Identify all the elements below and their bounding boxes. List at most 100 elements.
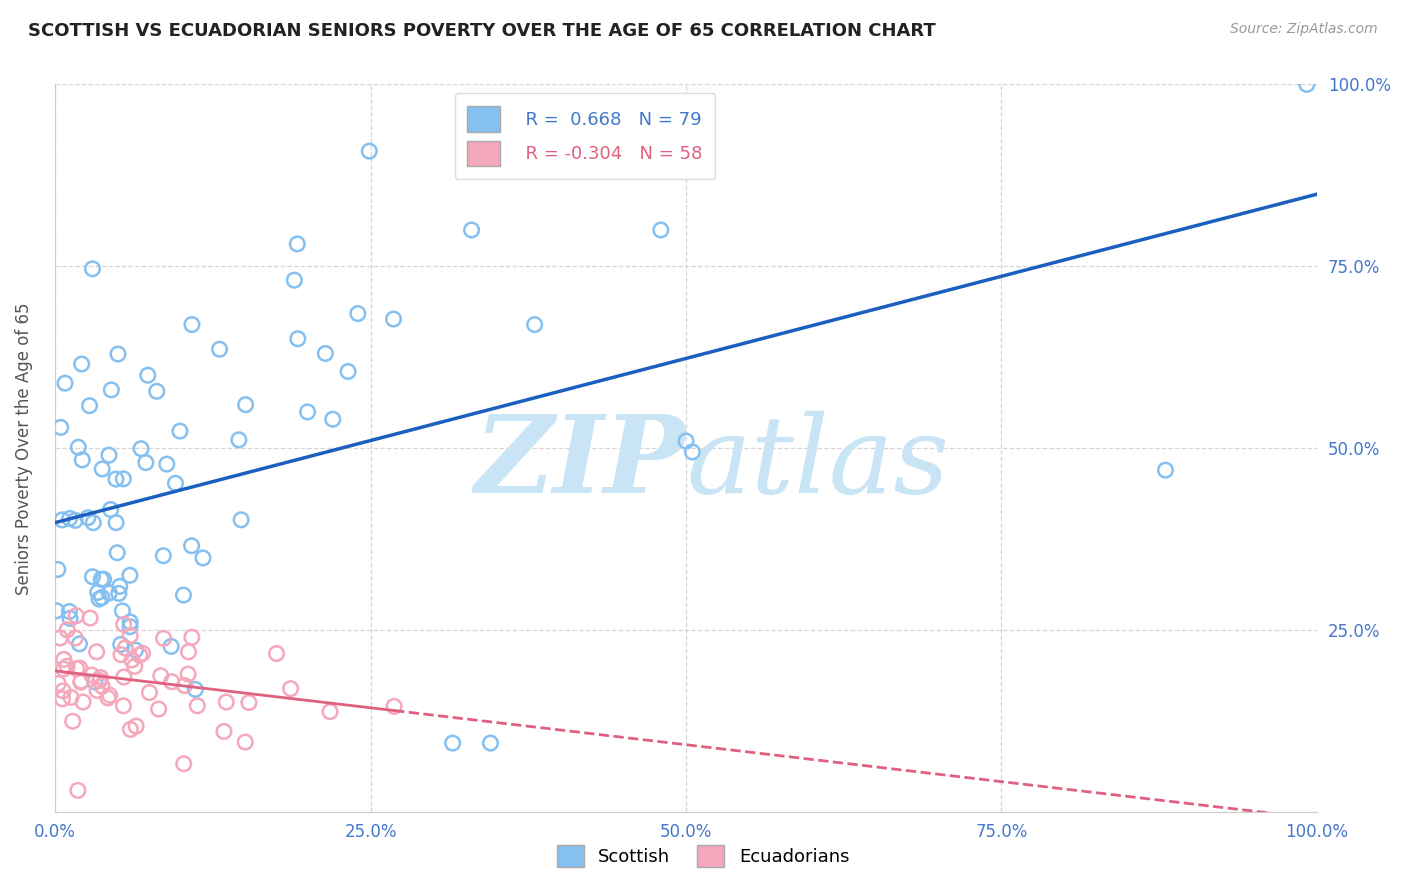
Point: [105, 516, 128, 530]
Point: [66, 662, 89, 676]
Point: [235, 398, 257, 412]
Point: [297, 405, 319, 419]
Point: [128, 648, 150, 662]
Point: [65, 513, 87, 527]
Point: [322, 412, 344, 426]
Text: ZIP: ZIP: [475, 410, 686, 516]
Point: [91, 462, 114, 476]
Point: [91, 679, 114, 693]
Point: [184, 682, 207, 697]
Point: [98, 688, 121, 702]
Point: [111, 604, 134, 618]
Point: [100, 502, 122, 516]
Point: [152, 632, 174, 646]
Point: [131, 646, 153, 660]
Point: [233, 735, 256, 749]
Point: [108, 579, 131, 593]
Point: [105, 546, 128, 560]
Point: [120, 723, 142, 737]
Point: [79, 611, 101, 625]
Point: [52, 652, 75, 666]
Point: [180, 539, 202, 553]
Point: [80, 668, 103, 682]
Point: [66, 783, 89, 797]
Point: [69, 637, 91, 651]
Point: [479, 736, 502, 750]
Point: [283, 273, 305, 287]
Point: [212, 724, 235, 739]
Point: [1295, 78, 1317, 92]
Text: atlas: atlas: [686, 410, 949, 516]
Point: [112, 670, 135, 684]
Point: [82, 570, 104, 584]
Point: [160, 674, 183, 689]
Point: [266, 647, 288, 661]
Point: [460, 223, 482, 237]
Point: [56, 623, 79, 637]
Point: [228, 433, 250, 447]
Point: [180, 318, 202, 332]
Point: [191, 551, 214, 566]
Point: [82, 261, 104, 276]
Point: [229, 513, 252, 527]
Point: [53, 376, 76, 391]
Point: [173, 679, 195, 693]
Point: [93, 572, 115, 586]
Point: [165, 476, 187, 491]
Point: [98, 448, 121, 462]
Point: [359, 144, 381, 158]
Text: Source: ZipAtlas.com: Source: ZipAtlas.com: [1230, 22, 1378, 37]
Point: [83, 674, 105, 689]
Point: [129, 442, 152, 456]
Point: [114, 640, 136, 655]
Point: [135, 456, 157, 470]
Point: [523, 318, 546, 332]
Point: [100, 383, 122, 397]
Point: [675, 434, 697, 448]
Point: [108, 586, 131, 600]
Point: [681, 445, 703, 459]
Point: [124, 643, 146, 657]
Point: [46, 562, 69, 576]
Point: [52, 683, 75, 698]
Point: [172, 588, 194, 602]
Point: [59, 690, 82, 705]
Point: [107, 347, 129, 361]
Point: [650, 223, 672, 237]
Point: [156, 457, 179, 471]
Point: [112, 472, 135, 486]
Point: [337, 364, 360, 378]
Point: [86, 645, 108, 659]
Point: [120, 615, 142, 629]
Point: [110, 637, 132, 651]
Point: [90, 572, 112, 586]
Point: [89, 592, 111, 607]
Point: [1154, 463, 1177, 477]
Legend: Scottish, Ecuadorians: Scottish, Ecuadorians: [550, 838, 856, 874]
Point: [70, 357, 93, 371]
Point: [169, 424, 191, 438]
Point: [177, 667, 200, 681]
Point: [52, 662, 75, 676]
Point: [90, 591, 112, 605]
Point: [173, 756, 195, 771]
Point: [76, 510, 98, 524]
Point: [177, 645, 200, 659]
Point: [149, 669, 172, 683]
Legend:   R =  0.668   N = 79,   R = -0.304   N = 58: R = 0.668 N = 79, R = -0.304 N = 58: [454, 94, 716, 179]
Point: [160, 640, 183, 654]
Point: [152, 549, 174, 563]
Point: [46, 676, 69, 690]
Point: [314, 346, 336, 360]
Point: [136, 368, 159, 383]
Point: [86, 683, 108, 698]
Point: [382, 699, 405, 714]
Point: [82, 516, 104, 530]
Point: [45, 604, 67, 618]
Point: [215, 695, 238, 709]
Point: [86, 585, 108, 599]
Point: [112, 617, 135, 632]
Point: [285, 236, 308, 251]
Point: [59, 611, 82, 625]
Point: [72, 695, 94, 709]
